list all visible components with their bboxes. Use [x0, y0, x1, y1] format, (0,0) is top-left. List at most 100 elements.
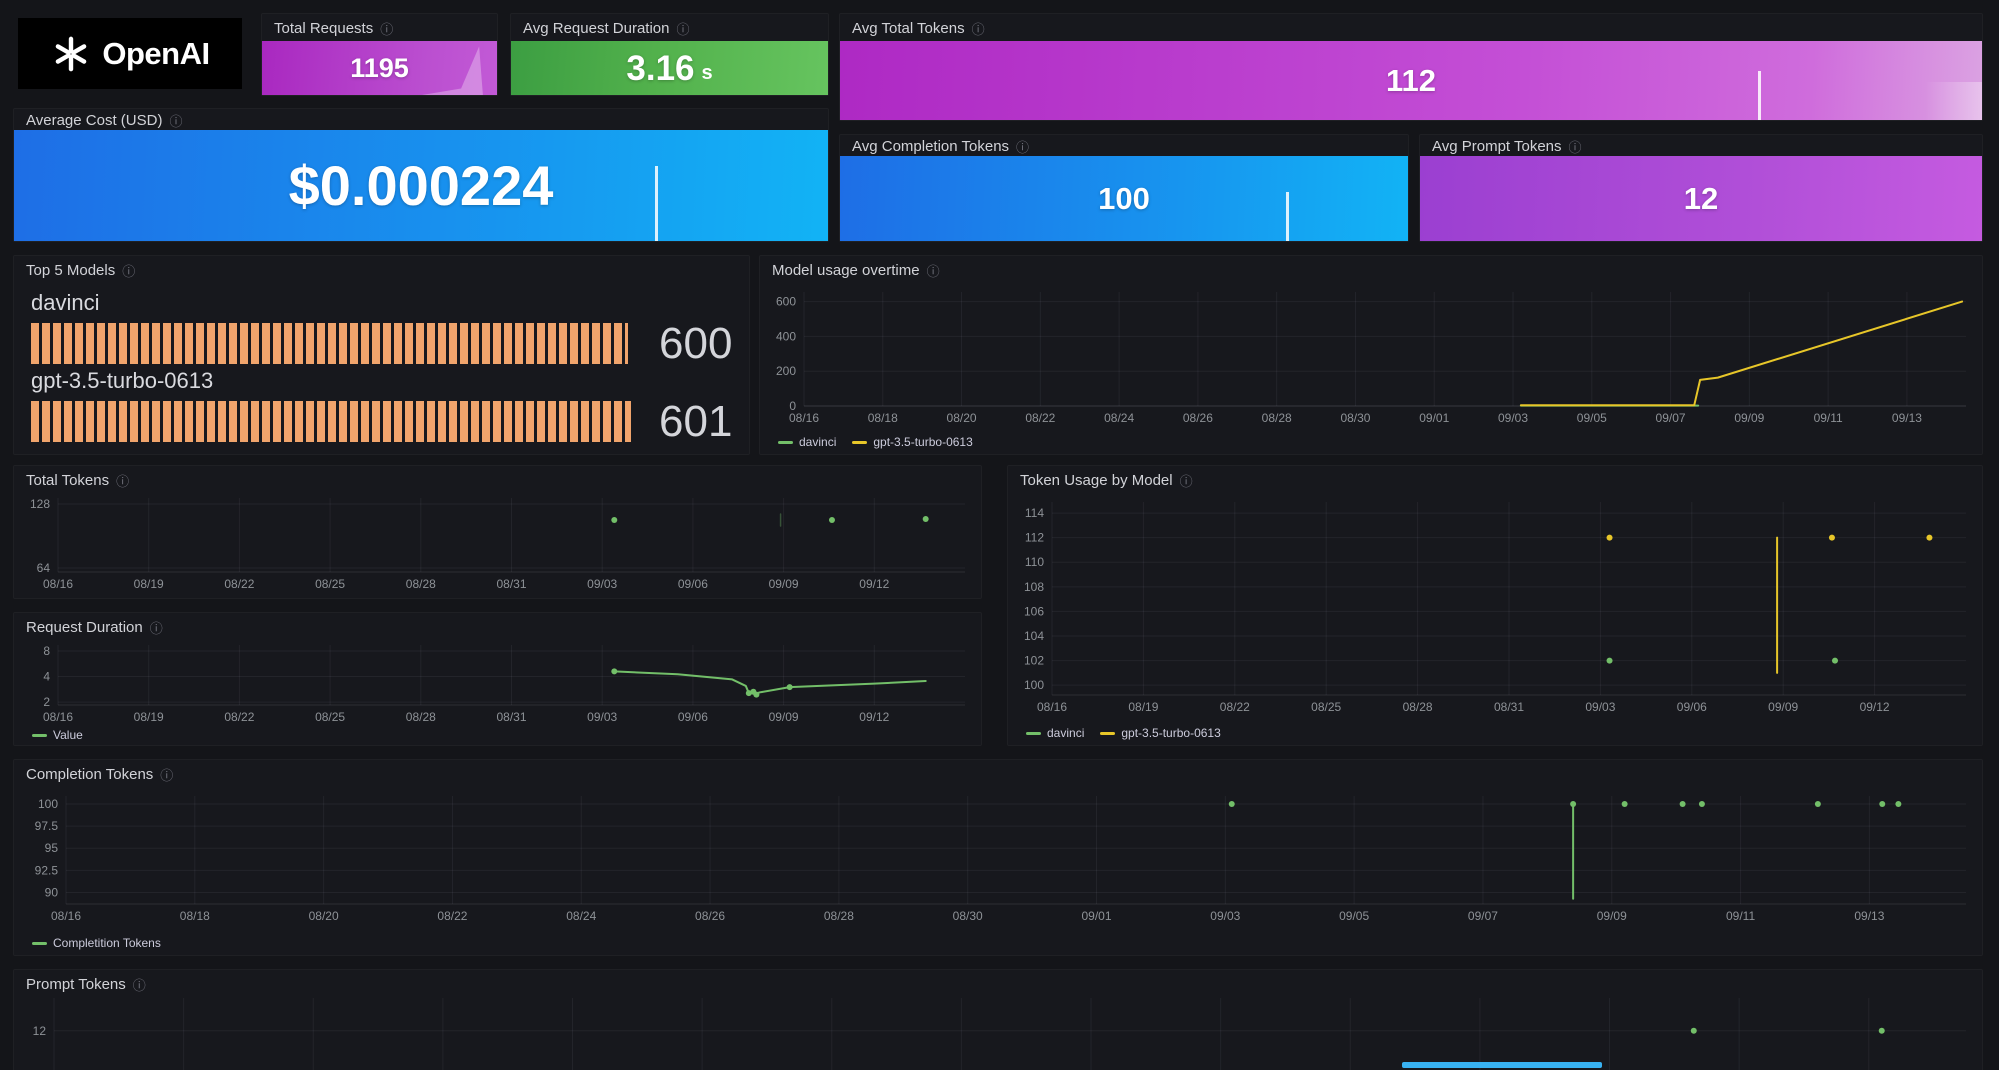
svg-text:08/20: 08/20: [947, 411, 977, 425]
svg-text:08/16: 08/16: [1037, 700, 1067, 714]
svg-text:08/30: 08/30: [953, 909, 983, 923]
panel-title[interactable]: Average Cost (USD) ⓘ: [26, 111, 182, 130]
panel-title-text: Completion Tokens: [26, 766, 154, 783]
openai-logo-icon: [56, 36, 87, 71]
info-icon[interactable]: ⓘ: [169, 114, 183, 129]
panel-title[interactable]: Avg Prompt Tokens ⓘ: [1432, 137, 1582, 156]
svg-text:08/19: 08/19: [134, 710, 164, 724]
info-icon[interactable]: ⓘ: [122, 264, 136, 279]
stat-value: 100: [1098, 181, 1150, 216]
svg-text:08/26: 08/26: [1183, 411, 1213, 425]
svg-text:08/16: 08/16: [789, 411, 819, 425]
panel-title-text: Avg Total Tokens: [852, 20, 965, 37]
chart-legend: davinci gpt-3.5-turbo-0613: [778, 435, 973, 449]
svg-text:128: 128: [30, 497, 50, 511]
info-icon[interactable]: ⓘ: [160, 768, 174, 783]
svg-text:09/11: 09/11: [1726, 909, 1755, 923]
legend-item[interactable]: Value: [32, 728, 83, 742]
svg-text:12: 12: [33, 1024, 47, 1038]
legend-item[interactable]: davinci: [778, 435, 836, 449]
request-duration-chart[interactable]: 08/16 08/19 08/22 08/25 08/28 08/31 09/03 09/06…: [18, 637, 979, 725]
svg-text:09/09: 09/09: [769, 577, 799, 591]
stat-value: $0.000224: [288, 153, 554, 217]
panel-request-duration: Request Duration ⓘ 08/16 08/19 08/22 08/25 0…: [13, 612, 982, 746]
svg-text:09/05: 09/05: [1339, 909, 1369, 923]
legend-label: gpt-3.5-turbo-0613: [873, 435, 973, 449]
legend-item[interactable]: gpt-3.5-turbo-0613: [852, 435, 973, 449]
svg-text:90: 90: [45, 885, 59, 899]
panel-title[interactable]: Top 5 Models ⓘ: [26, 261, 135, 280]
bar-gauge-row: gpt-3.5-turbo-0613 601: [31, 368, 739, 446]
panel-title[interactable]: Total Requests ⓘ: [274, 19, 393, 38]
info-icon[interactable]: ⓘ: [1179, 474, 1193, 489]
svg-text:0: 0: [789, 399, 796, 413]
svg-text:92.5: 92.5: [35, 863, 59, 877]
info-icon[interactable]: ⓘ: [1016, 140, 1030, 155]
svg-text:08/26: 08/26: [695, 909, 725, 923]
panel-title[interactable]: Model usage overtime ⓘ: [772, 261, 940, 280]
panel-title[interactable]: Avg Completion Tokens ⓘ: [852, 137, 1029, 156]
svg-text:09/12: 09/12: [859, 577, 889, 591]
svg-text:08/18: 08/18: [180, 909, 210, 923]
svg-text:95: 95: [45, 841, 59, 855]
legend-item[interactable]: gpt-3.5-turbo-0613: [1100, 726, 1221, 740]
svg-text:08/22: 08/22: [224, 710, 254, 724]
svg-text:08/16: 08/16: [43, 577, 73, 591]
svg-text:112: 112: [1025, 531, 1044, 545]
svg-text:09/09: 09/09: [1597, 909, 1627, 923]
info-icon[interactable]: ⓘ: [1568, 140, 1582, 155]
panel-title[interactable]: Completion Tokens ⓘ: [26, 765, 173, 784]
total-tokens-chart[interactable]: 08/16 08/19 08/22 08/25 08/28 08/31 09/03 09/06…: [18, 490, 979, 596]
legend-item[interactable]: Completition Tokens: [32, 936, 161, 950]
panel-title[interactable]: Prompt Tokens ⓘ: [26, 975, 146, 994]
panel-title[interactable]: Total Tokens ⓘ: [26, 471, 129, 490]
info-icon[interactable]: ⓘ: [971, 22, 985, 37]
panel-title[interactable]: Request Duration ⓘ: [26, 618, 163, 637]
legend-item[interactable]: davinci: [1026, 726, 1084, 740]
info-icon[interactable]: ⓘ: [676, 22, 690, 37]
model-usage-chart[interactable]: 08/16 08/18 08/20 08/22 08/24 08/26 08/28 08/30…: [764, 284, 1980, 430]
panel-title[interactable]: Avg Request Duration ⓘ: [523, 19, 690, 38]
svg-text:08/28: 08/28: [1403, 700, 1433, 714]
svg-text:08/24: 08/24: [566, 909, 596, 923]
sparkline: [1286, 191, 1290, 241]
bar-value: 601: [659, 397, 733, 446]
svg-text:09/09: 09/09: [1768, 700, 1798, 714]
legend-label: gpt-3.5-turbo-0613: [1121, 726, 1221, 740]
panel-title[interactable]: Avg Total Tokens ⓘ: [852, 19, 985, 38]
sparkline: [655, 165, 659, 241]
openai-logo-text: OpenAI: [102, 35, 210, 71]
stat-value: 12: [1683, 181, 1719, 216]
info-icon[interactable]: ⓘ: [132, 978, 146, 993]
info-icon[interactable]: ⓘ: [926, 264, 940, 279]
svg-text:97.5: 97.5: [35, 819, 59, 833]
svg-text:114: 114: [1025, 506, 1044, 520]
panel-title[interactable]: Token Usage by Model ⓘ: [1020, 471, 1193, 490]
info-icon[interactable]: ⓘ: [116, 474, 130, 489]
legend-swatch: [852, 440, 868, 444]
svg-text:09/01: 09/01: [1419, 411, 1449, 425]
completion-tokens-chart[interactable]: 08/16 08/18 08/20 08/22 08/24 08/26 08/28 08/30…: [18, 788, 1980, 928]
panel-title-text: Avg Prompt Tokens: [1432, 138, 1562, 155]
token-usage-chart[interactable]: 08/16 08/19 08/22 08/25 08/28 08/31 09/03 09/06…: [1012, 494, 1980, 719]
svg-text:08/16: 08/16: [43, 710, 73, 724]
svg-text:08/28: 08/28: [406, 710, 436, 724]
svg-text:600: 600: [776, 295, 796, 309]
stat-value: 1195: [350, 52, 409, 83]
bottom-scroll-indicator[interactable]: [1402, 1062, 1602, 1068]
stat-unit: s: [701, 61, 713, 84]
legend-label: davinci: [799, 435, 837, 449]
bar-gauge: davinci 600 gpt-3.5-turbo-0613 601: [31, 286, 739, 446]
stat-avg-completion-tokens: 100: [840, 156, 1408, 241]
panel-completion-tokens: Completion Tokens ⓘ 08/16 08/18 08/20 08/22…: [13, 759, 1983, 956]
info-icon[interactable]: ⓘ: [149, 621, 163, 636]
svg-text:08/19: 08/19: [134, 577, 164, 591]
svg-text:08/19: 08/19: [1128, 700, 1158, 714]
svg-text:08/22: 08/22: [437, 909, 467, 923]
info-icon[interactable]: ⓘ: [380, 22, 394, 37]
svg-text:09/05: 09/05: [1577, 411, 1607, 425]
svg-text:08/31: 08/31: [496, 710, 526, 724]
svg-text:64: 64: [37, 561, 51, 575]
